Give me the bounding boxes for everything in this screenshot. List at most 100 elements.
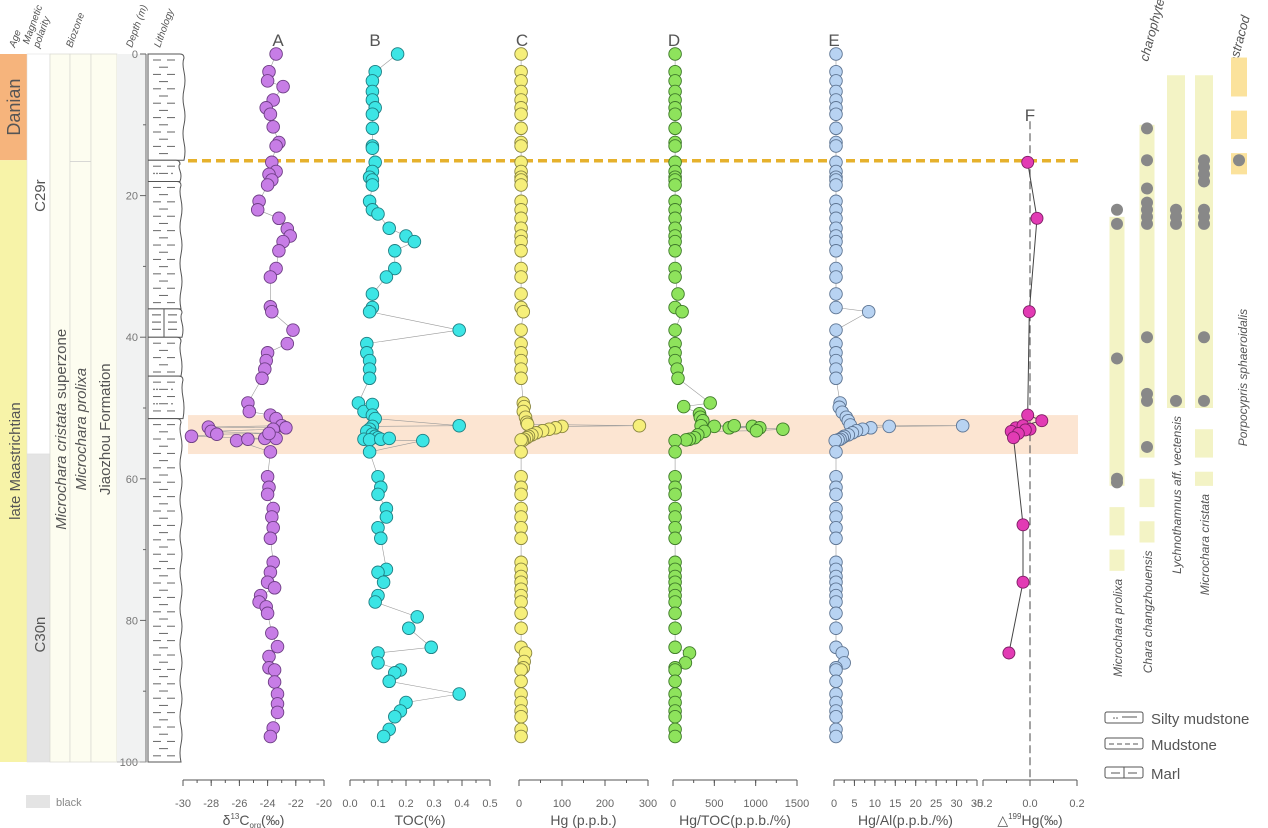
data-point-B xyxy=(362,371,377,386)
legend-item-marl: Marl xyxy=(1104,766,1180,783)
panel-E: E 0 5 10 15 20 25 30 35 Hg/Al(p.p.b./%) xyxy=(828,31,983,828)
x-tick-label: -20 xyxy=(316,798,332,810)
data-point-E xyxy=(828,433,842,448)
depth-axis: 0 20 40 60 80 100 xyxy=(117,49,147,769)
data-point-B xyxy=(374,531,388,546)
data-point-C xyxy=(514,107,528,121)
polarity-zone-0 xyxy=(26,53,51,455)
taxon-label: Microchara prolixa xyxy=(1111,579,1125,677)
data-point-A xyxy=(276,79,290,94)
data-point-D xyxy=(668,531,682,546)
formation-column xyxy=(90,53,118,763)
age-unit-1 xyxy=(0,160,27,762)
x-tick-label: 0 xyxy=(670,798,676,810)
legend-swatch-mud xyxy=(1104,737,1144,750)
data-point-B xyxy=(388,261,402,276)
data-point-E xyxy=(829,287,843,301)
data-point-E xyxy=(861,304,876,319)
data-point-D xyxy=(668,674,682,689)
litho-dot xyxy=(156,172,158,175)
data-point-A xyxy=(265,304,279,319)
x-tick-label: 25 xyxy=(930,798,942,810)
taxon-label: Microchara cristata xyxy=(1198,494,1212,596)
data-point-B xyxy=(382,431,396,446)
polarity-zone-1 xyxy=(26,453,51,763)
data-point-C xyxy=(516,304,531,319)
header-biozone: Biozone xyxy=(64,11,87,49)
taxon-range-bar xyxy=(1139,478,1155,508)
age-unit-0 xyxy=(0,54,27,161)
age-unit-label: Danian xyxy=(4,79,24,136)
charophyte-label: charophyte xyxy=(1136,0,1167,63)
data-point-C xyxy=(514,323,528,337)
fossil-occurrence xyxy=(1198,331,1210,344)
fossil-occurrence xyxy=(1198,175,1210,188)
data-point-A xyxy=(263,107,278,121)
taxon-range-bar xyxy=(1109,549,1125,571)
panel-A: A -30 -28 -26 -24 -22 -20 δ13Corg(‰) xyxy=(175,31,332,828)
data-point-B xyxy=(362,433,377,447)
data-point-D xyxy=(668,107,682,121)
data-point-A xyxy=(270,639,285,654)
lithology-bed-silty xyxy=(147,375,185,420)
data-point-A xyxy=(262,649,276,664)
data-point-B xyxy=(365,107,380,121)
data-point-C xyxy=(514,371,528,386)
data-point-B xyxy=(376,729,391,744)
litho-dot xyxy=(153,172,155,175)
legend-black-label: black xyxy=(56,797,82,809)
data-point-E xyxy=(829,621,843,635)
depth-tick-label: 80 xyxy=(126,615,138,627)
lithology-bed-marl xyxy=(147,308,184,338)
x-tick-label: 1000 xyxy=(743,798,767,810)
data-point-E xyxy=(829,663,843,677)
data-point-D xyxy=(668,709,682,724)
x-tick-label: 0.5 xyxy=(482,798,497,810)
depth-tick-label: 40 xyxy=(126,332,138,344)
data-point-B xyxy=(416,433,430,448)
x-axis-label-C: Hg (p.p.b.) xyxy=(550,812,616,828)
litho-dot xyxy=(171,388,173,391)
data-point-A xyxy=(265,626,279,640)
taxon-range-bar xyxy=(1195,429,1213,458)
fossil-occurrence xyxy=(1141,394,1153,407)
x-tick-label: 0.3 xyxy=(426,798,441,810)
data-point-E xyxy=(829,445,843,459)
data-point-C xyxy=(514,606,528,621)
depth-tick-label: 100 xyxy=(120,757,138,769)
header-depth-m-: Depth (m) xyxy=(124,3,150,49)
fossil-occurrence xyxy=(1198,394,1210,407)
data-point-D xyxy=(668,244,682,258)
data-point-A xyxy=(263,729,278,744)
data-point-D xyxy=(668,663,682,677)
lithology-bed-mud xyxy=(147,180,183,310)
data-point-A xyxy=(260,178,275,192)
fossil-occurrence xyxy=(1141,440,1153,453)
taxon-porpocypris-sphaeroidalis: Porpocypris sphaeroidalis xyxy=(1231,57,1250,446)
series-line-E xyxy=(834,54,963,737)
swatch-dot xyxy=(1116,717,1118,719)
fossil-occurrence xyxy=(1141,331,1153,344)
x-tick-label: 0.2 xyxy=(1069,798,1084,810)
data-point-B xyxy=(365,287,380,301)
data-point-C xyxy=(514,47,528,61)
data-point-A xyxy=(272,244,286,258)
data-point-B xyxy=(424,640,438,655)
data-point-F xyxy=(1007,431,1020,445)
taxon-lychnothamnus-aff-vectensis: Lychnothamnus aff. vectensis xyxy=(1167,75,1185,574)
litho-dot xyxy=(171,172,173,175)
data-point-D xyxy=(671,371,685,386)
data-point-E xyxy=(829,674,843,689)
lithology-bed-silty xyxy=(147,159,182,182)
legend-black-swatch xyxy=(26,795,50,808)
data-point-A xyxy=(263,445,278,459)
panel-D: D 0 500 1000 1500 Hg/TOC(p.p.b./%) xyxy=(668,31,809,828)
x-tick-label: 20 xyxy=(910,798,922,810)
data-point-B xyxy=(452,418,466,433)
lithology-legend: Silty mudstone Mudstone Marl xyxy=(1104,711,1249,783)
taxon-range-bar xyxy=(1231,57,1247,97)
fossil-occurrence xyxy=(1141,182,1153,195)
data-point-B xyxy=(388,709,402,724)
series-line-D xyxy=(674,54,783,737)
